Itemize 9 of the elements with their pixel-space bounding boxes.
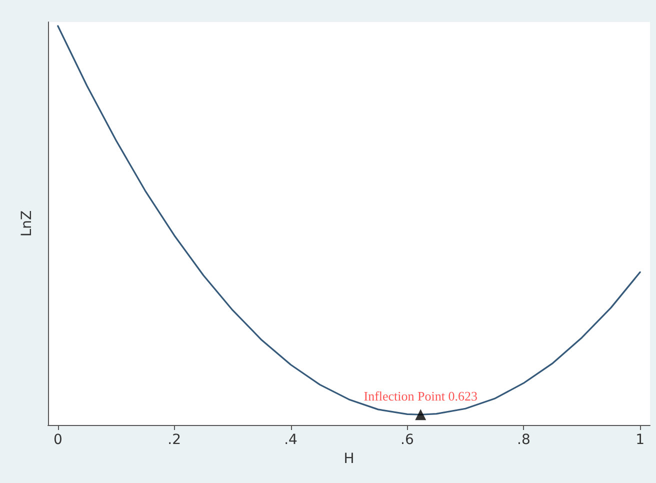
x-tick-label: 1	[636, 432, 645, 448]
annotation: Inflection Point 0.623	[364, 388, 478, 404]
x-tick-label: .4	[284, 432, 298, 448]
x-tick-label: .6	[400, 432, 414, 448]
x-axis-title: H	[344, 450, 354, 467]
y-axis-title: LnZ	[19, 210, 35, 237]
x-tick-label: 0	[53, 432, 62, 448]
x-tick-label: .8	[516, 432, 530, 448]
x-tick-label: .2	[168, 432, 182, 448]
